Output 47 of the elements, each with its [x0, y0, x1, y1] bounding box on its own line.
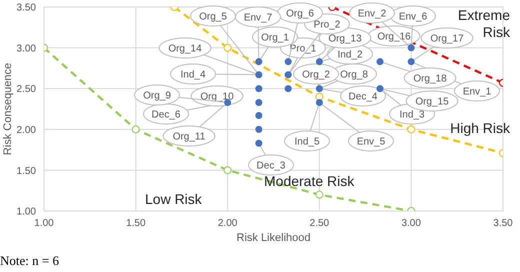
- annotation: Org_11: [172, 132, 206, 142]
- x-tick-label: 3.00: [401, 218, 422, 230]
- annotation: Ind_5: [294, 136, 320, 148]
- annotation: High Risk: [450, 120, 511, 136]
- annotation: Ind_3: [399, 110, 425, 120]
- annotation: Org_16: [377, 32, 412, 42]
- y-tick-label: 1.00: [16, 206, 36, 218]
- annotation: Env_6: [398, 12, 428, 22]
- x-tick-label: 2.50: [310, 218, 330, 230]
- y-axis-title: Risk Consequence: [2, 62, 14, 156]
- annotation: Org_14: [168, 44, 202, 54]
- annotation: Org_2: [302, 70, 330, 80]
- annotation: Org_18: [413, 74, 448, 84]
- annotation: Org_6: [286, 8, 314, 20]
- annotation: Org_9: [143, 90, 172, 102]
- x-axis-title: Risk Likelihood: [236, 232, 310, 244]
- annotation: Ind_2: [337, 50, 363, 60]
- annotation: Org_17: [430, 34, 464, 44]
- x-tick-label: 3.50: [493, 218, 514, 230]
- x-tick-label: 2.00: [218, 218, 238, 230]
- x-tick-label: 1.00: [34, 218, 54, 230]
- annotation: Ind_4: [180, 70, 206, 80]
- speech-bubble: Org_10: [190, 86, 244, 106]
- annotation: Org_8: [340, 70, 368, 80]
- annotation: Dec_4: [348, 92, 378, 102]
- annotation: Org_15: [415, 96, 450, 108]
- annotation: Env_5: [356, 136, 386, 148]
- annotation: Dec_3: [256, 160, 286, 172]
- y-tick-label: 3.00: [16, 43, 36, 54]
- text: Note: n = 6: [0, 253, 60, 268]
- annotation: Low Risk: [145, 191, 203, 207]
- speech-bubble: Ind_5: [284, 102, 330, 152]
- annotation: Moderate Risk: [264, 173, 356, 189]
- annotation: Env_7: [244, 12, 273, 24]
- annotation: Env_2: [358, 8, 387, 20]
- annotation: Dec_6: [152, 110, 181, 120]
- annotation: Org_10: [200, 92, 234, 102]
- y-tick-label: 2.00: [16, 124, 36, 136]
- annotation: Org_1: [261, 32, 290, 44]
- annotation: Org_5: [199, 12, 228, 22]
- y-tick-label: 3.50: [16, 2, 36, 14]
- y-tick-label: 1.50: [16, 166, 36, 177]
- annotation: Org_13: [328, 34, 362, 44]
- annotation: Env_1: [462, 86, 492, 98]
- y-tick-label: 2.50: [16, 84, 36, 96]
- x-tick-label: 1.50: [126, 218, 146, 230]
- annotation: Pro_2: [314, 20, 341, 30]
